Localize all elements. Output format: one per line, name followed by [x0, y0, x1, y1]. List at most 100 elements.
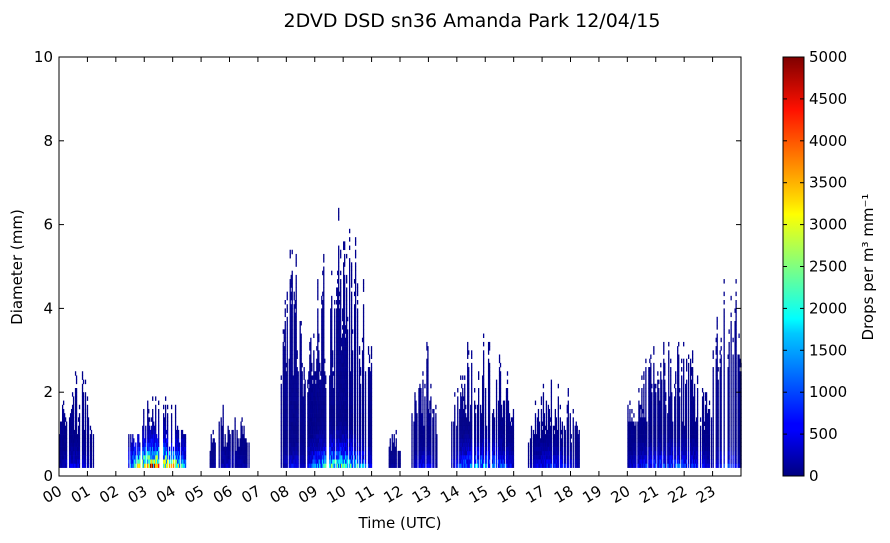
- heatmap-cell: [149, 455, 151, 460]
- heatmap-cell: [319, 450, 321, 456]
- heatmap-cell: [538, 450, 541, 456]
- heatmap-cell: [498, 463, 501, 468]
- heatmap-cell: [348, 379, 351, 385]
- heatmap-cell: [436, 438, 438, 443]
- heatmap-cell: [346, 337, 348, 343]
- heatmap-cell: [323, 421, 325, 427]
- heatmap-cell: [362, 371, 365, 376]
- heatmap-cell: [534, 421, 537, 427]
- heatmap-cell: [68, 434, 71, 439]
- heatmap-cell: [291, 358, 293, 364]
- heatmap-cell: [286, 383, 288, 389]
- heatmap-cell: [369, 388, 372, 393]
- heatmap-cell: [538, 459, 541, 464]
- heatmap-cell: [296, 421, 298, 427]
- heatmap-cell: [77, 438, 80, 443]
- heatmap-cell: [488, 375, 491, 380]
- heatmap-cell: [429, 417, 431, 422]
- heatmap-cell: [323, 429, 325, 435]
- heatmap-cell: [474, 450, 476, 456]
- heatmap-cell: [361, 367, 364, 372]
- heatmap-cell: [290, 396, 292, 401]
- heatmap-cell: [134, 446, 136, 452]
- heatmap-cell: [370, 438, 373, 443]
- heatmap-cell: [76, 438, 79, 443]
- heatmap-cell: [283, 413, 285, 418]
- heatmap-cell: [334, 408, 336, 414]
- heatmap-cell: [284, 371, 286, 376]
- heatmap-cell: [145, 459, 147, 464]
- heatmap-cell: [236, 450, 238, 456]
- heatmap-cell: [77, 429, 80, 435]
- heatmap-cell: [503, 463, 506, 468]
- heatmap-cell: [540, 438, 543, 443]
- heatmap-cell: [420, 434, 422, 439]
- heatmap-cell: [423, 450, 425, 456]
- heatmap-cell: [454, 434, 456, 439]
- heatmap-cell: [300, 337, 302, 343]
- heatmap-cell: [337, 425, 339, 431]
- heatmap-cell: [301, 362, 303, 368]
- heatmap-cell: [459, 408, 461, 414]
- heatmap-cell: [334, 320, 336, 326]
- heatmap-cell: [147, 400, 149, 406]
- heatmap-cell: [228, 438, 230, 443]
- heatmap-cell: [82, 396, 85, 401]
- heatmap-cell: [465, 463, 467, 468]
- heatmap-cell: [316, 375, 318, 380]
- heatmap-cell: [309, 383, 311, 389]
- heatmap-cell: [418, 425, 420, 431]
- heatmap-cell: [310, 404, 312, 410]
- heatmap-cell: [330, 329, 332, 334]
- heatmap-cell: [534, 463, 537, 468]
- heatmap-cell: [82, 413, 85, 418]
- heatmap-cell: [310, 383, 312, 389]
- heatmap-cell: [469, 463, 471, 468]
- heatmap-cell: [213, 446, 215, 452]
- heatmap-cell: [362, 463, 365, 468]
- heatmap-cell: [369, 404, 372, 410]
- heatmap-cell: [317, 459, 319, 464]
- heatmap-cell: [321, 329, 323, 334]
- heatmap-cell: [295, 320, 297, 326]
- heatmap-cell: [413, 438, 415, 443]
- heatmap-cell: [174, 413, 177, 418]
- heatmap-cell: [240, 438, 242, 443]
- heatmap-cell: [304, 446, 306, 452]
- heatmap-cell: [415, 463, 417, 468]
- heatmap-cell: [296, 400, 298, 406]
- heatmap-cell: [454, 438, 456, 443]
- heatmap-cell: [243, 455, 245, 460]
- heatmap-cell: [318, 383, 320, 389]
- heatmap-cell: [369, 392, 372, 397]
- heatmap-cell: [82, 417, 85, 422]
- heatmap-cell: [457, 421, 459, 427]
- heatmap-cell: [347, 337, 349, 343]
- heatmap-cell: [495, 379, 498, 385]
- heatmap-cell: [411, 459, 413, 464]
- heatmap-cell: [477, 408, 479, 414]
- heatmap-cell: [325, 459, 327, 464]
- heatmap-cell: [369, 371, 372, 376]
- heatmap-cell: [344, 442, 346, 447]
- heatmap-cell: [336, 358, 338, 364]
- heatmap-cell: [499, 434, 502, 439]
- heatmap-cell: [421, 446, 423, 452]
- heatmap-cell: [73, 442, 76, 447]
- heatmap-cell: [485, 442, 488, 447]
- heatmap-cell: [308, 429, 310, 435]
- heatmap-cell: [285, 446, 287, 452]
- heatmap-cell: [289, 388, 291, 393]
- heatmap-cell: [361, 392, 364, 397]
- heatmap-cell: [432, 434, 434, 439]
- heatmap-cell: [414, 463, 416, 468]
- heatmap-cell: [369, 446, 372, 452]
- heatmap-cell: [427, 408, 429, 414]
- heatmap-cell: [353, 421, 356, 427]
- heatmap-cell: [316, 455, 318, 460]
- heatmap-cell: [470, 413, 472, 418]
- heatmap-cell: [493, 442, 496, 447]
- heatmap-cell: [321, 308, 323, 313]
- heatmap-cell: [157, 438, 159, 443]
- heatmap-cell: [154, 438, 156, 443]
